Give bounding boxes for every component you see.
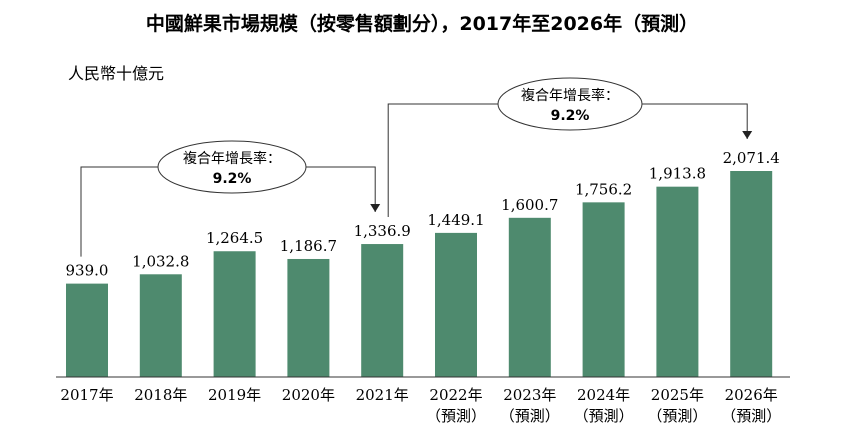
bar [361,244,404,377]
cagr-label: 複合年增長率： [521,87,619,104]
arrow-head-icon [742,131,753,139]
cagr-value: 9.2% [551,108,590,124]
data-label: 2,071.4 [723,149,780,167]
bar [656,186,699,377]
data-label: 1,449.1 [427,211,484,229]
x-tick-label: 2018年 [134,386,187,404]
x-tick-label: 2020年 [282,386,335,404]
x-tick-label: 2021年 [356,386,409,404]
arrow-head-icon [370,204,381,213]
bars: 939.0 1,032.8 1,264.5 1,186.7 1,336.9 1,449.1… [66,149,780,377]
x-tick-label: 2024年 [577,386,630,404]
data-label: 1,186.7 [280,237,337,255]
data-label: 1,913.8 [649,165,706,183]
x-tick-label: 2017年 [60,386,113,404]
data-label: 939.0 [66,262,109,280]
cagr-ellipse [157,140,307,194]
cagr-ellipse [497,77,643,131]
x-tick-label: 2019年 [208,386,261,404]
bar [139,274,182,377]
chart-title: 中國鮮果市場規模（按零售額劃分），2017年至2026年（預測） [146,12,698,35]
x-tick-note: （預測） [721,407,781,425]
bar [66,283,108,377]
x-axis-labels: 2017年 2018年 2019年 2020年 2021年 2022年 （預測） 2023年 （… [60,386,781,425]
x-tick-label: 2026年 [725,386,778,404]
cagr-label: 複合年增長率： [183,150,281,167]
x-tick-note: （預測） [647,407,707,425]
bar [582,202,625,377]
cagr-value: 9.2% [213,171,252,187]
data-label: 1,032.8 [132,252,189,270]
cagr-annotations: 複合年增長率： 9.2% 複合年增長率： 9.2% [80,77,753,257]
x-tick-label: 2023年 [503,386,556,404]
x-tick-note: （預測） [426,407,486,425]
data-label: 1,756.2 [575,180,632,198]
x-tick-label: 2025年 [651,386,704,404]
bar [435,232,477,377]
bar [287,258,330,377]
x-tick-label: 2022年 [429,386,482,404]
bar [213,251,256,377]
bar [508,217,551,377]
y-axis-label: 人民幣十億元 [68,64,164,83]
data-label: 1,600.7 [501,196,558,214]
x-tick-note: （預測） [574,407,634,425]
x-tick-note: （預測） [500,407,560,425]
bar [730,171,773,377]
data-label: 1,264.5 [206,229,263,247]
data-label: 1,336.9 [354,222,411,240]
